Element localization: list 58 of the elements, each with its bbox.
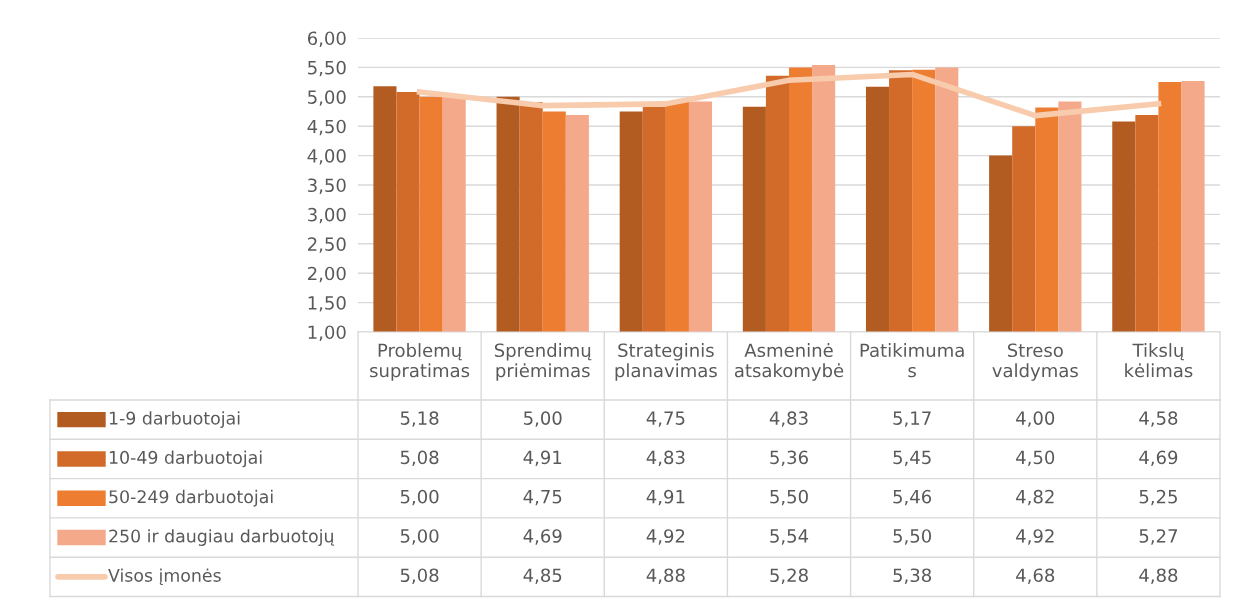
data-label: 5,00 <box>400 489 439 506</box>
x-tick-label: Problemų supratimas <box>370 343 470 381</box>
data-label: 4,85 <box>523 568 562 584</box>
data-label: 5,50 <box>770 489 808 506</box>
data-label: 4,91 <box>523 450 562 467</box>
y-tick-label: 4,00 <box>307 149 346 165</box>
data-label: 4,83 <box>769 411 808 427</box>
x-tick-label: Strateginis planavimas <box>615 343 717 381</box>
y-tick-label: 1,50 <box>308 296 346 312</box>
data-label: 5,28 <box>770 568 808 584</box>
data-label: 4,00 <box>1016 411 1055 427</box>
x-tick-label: Asmeninė atsakomybė <box>734 343 844 381</box>
legend-label: 250 ir daugiau darbuotojų <box>109 529 335 546</box>
data-label: 5,17 <box>893 411 931 427</box>
y-tick-label: 4,50 <box>307 119 346 136</box>
data-label: 5,25 <box>1139 489 1177 506</box>
y-tick-label: 3,00 <box>308 207 346 224</box>
data-label: 5,50 <box>893 529 932 545</box>
data-label: 5,18 <box>400 411 439 427</box>
data-label: 4,69 <box>523 529 562 545</box>
y-tick-label: 6,00 <box>307 31 346 47</box>
legend-label: Visos įmonės <box>108 568 221 585</box>
legend-label: 1-9 darbuotojai <box>109 411 240 429</box>
data-label: 4,88 <box>1139 568 1178 584</box>
data-label: 4,75 <box>646 411 685 427</box>
data-label: 4,92 <box>646 529 685 545</box>
data-label: 5,00 <box>400 529 439 545</box>
y-tick-label: 5,50 <box>308 60 346 77</box>
data-label: 5,54 <box>770 529 809 545</box>
data-label: 4,69 <box>1139 450 1178 467</box>
data-label: 5,08 <box>400 450 439 467</box>
x-tick-label: Patikimuma s <box>860 343 964 378</box>
data-label: 5,08 <box>400 568 439 584</box>
data-label: 4,75 <box>523 490 562 506</box>
data-label: 4,50 <box>1016 450 1055 467</box>
data-label: 4,91 <box>646 489 685 506</box>
x-tick-label: Tikslų kėlimas <box>1125 343 1193 378</box>
y-tick-label: 2,50 <box>308 237 346 253</box>
y-tick-label: 1,00 <box>308 325 346 341</box>
data-label: 4,92 <box>1016 529 1054 545</box>
data-label: 5,38 <box>893 568 932 584</box>
y-tick-label: 5,00 <box>308 90 346 106</box>
y-tick-label: 3,50 <box>308 178 346 194</box>
x-tick-label: Streso valdymas <box>992 343 1078 381</box>
legend-label: 50-249 darbuotojai <box>109 489 273 507</box>
data-label: 5,45 <box>893 450 931 467</box>
data-label: 4,88 <box>646 568 685 584</box>
y-tick-label: 2,00 <box>308 266 346 283</box>
data-label: 4,58 <box>1139 411 1178 427</box>
legend-label: 10-49 darbuotojai <box>109 450 262 468</box>
data-label: 4,68 <box>1016 568 1055 584</box>
data-label: 4,83 <box>646 450 685 467</box>
data-label: 5,36 <box>770 450 808 467</box>
x-tick-label: Sprendimų priėmimas <box>494 343 592 381</box>
data-label: 5,00 <box>524 411 562 427</box>
data-label: 4,82 <box>1016 489 1054 506</box>
data-label: 5,27 <box>1139 529 1177 545</box>
data-label: 5,46 <box>893 489 932 506</box>
